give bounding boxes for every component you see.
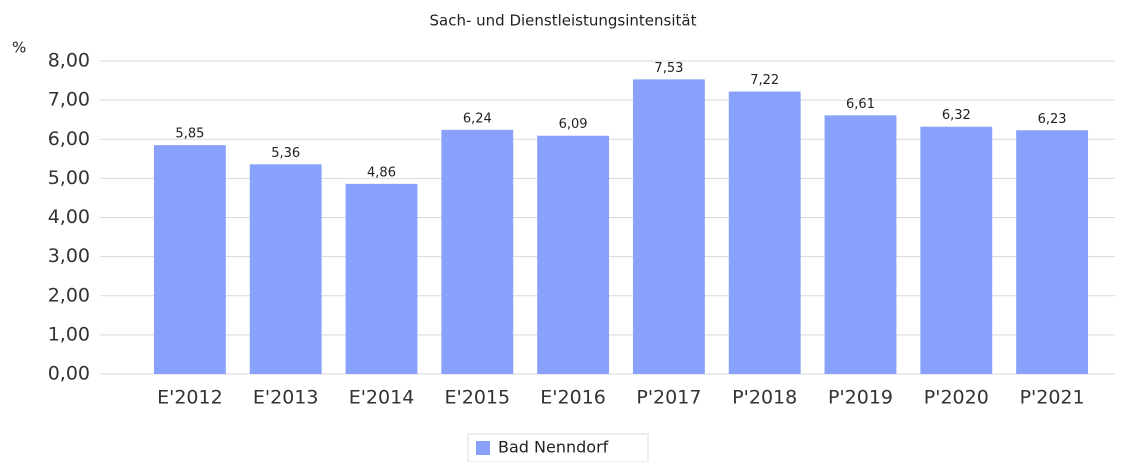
y-tick-label: 3,00 xyxy=(48,245,90,267)
y-tick-label: 4,00 xyxy=(48,206,90,228)
y-tick-label: 5,00 xyxy=(48,167,90,189)
legend-swatch xyxy=(476,441,490,455)
bar xyxy=(249,164,322,374)
y-tick-label: 6,00 xyxy=(48,128,90,150)
data-label: 6,61 xyxy=(846,97,875,112)
x-tick-label: P'2017 xyxy=(636,387,701,409)
bar xyxy=(920,126,993,374)
bar xyxy=(537,135,610,374)
y-tick-label: 8,00 xyxy=(48,50,90,72)
bar xyxy=(728,91,801,374)
x-tick-label: E'2016 xyxy=(540,387,606,409)
x-tick-label: E'2013 xyxy=(253,387,319,409)
data-label: 6,24 xyxy=(463,111,492,126)
bar xyxy=(345,183,418,374)
x-tick-label: P'2021 xyxy=(1020,387,1085,409)
chart-title: Sach- und Dienstleistungsintensität xyxy=(430,12,697,30)
bar xyxy=(632,79,705,375)
data-label: 6,32 xyxy=(942,108,971,123)
x-tick-label: E'2012 xyxy=(157,387,223,409)
bar xyxy=(153,145,226,374)
data-label: 5,36 xyxy=(271,146,300,161)
data-label: 5,85 xyxy=(175,127,204,142)
x-tick-label: P'2018 xyxy=(732,387,797,409)
bar xyxy=(824,115,897,374)
data-label: 7,22 xyxy=(750,73,779,88)
x-tick-label: P'2020 xyxy=(924,387,989,409)
x-tick-label: E'2015 xyxy=(445,387,511,409)
y-axis-label: % xyxy=(12,39,26,57)
x-tick-label: E'2014 xyxy=(349,387,415,409)
y-tick-label: 7,00 xyxy=(48,89,90,111)
data-label: 4,86 xyxy=(367,165,396,180)
y-tick-label: 1,00 xyxy=(48,323,90,345)
y-tick-label: 2,00 xyxy=(48,284,90,306)
bar xyxy=(441,129,514,374)
data-label: 7,53 xyxy=(654,61,683,76)
legend-label: Bad Nenndorf xyxy=(498,438,609,457)
data-label: 6,09 xyxy=(559,117,588,132)
y-tick-label: 0,00 xyxy=(48,363,90,385)
bar xyxy=(1016,130,1089,374)
x-tick-label: P'2019 xyxy=(828,387,893,409)
data-label: 6,23 xyxy=(1038,112,1067,127)
